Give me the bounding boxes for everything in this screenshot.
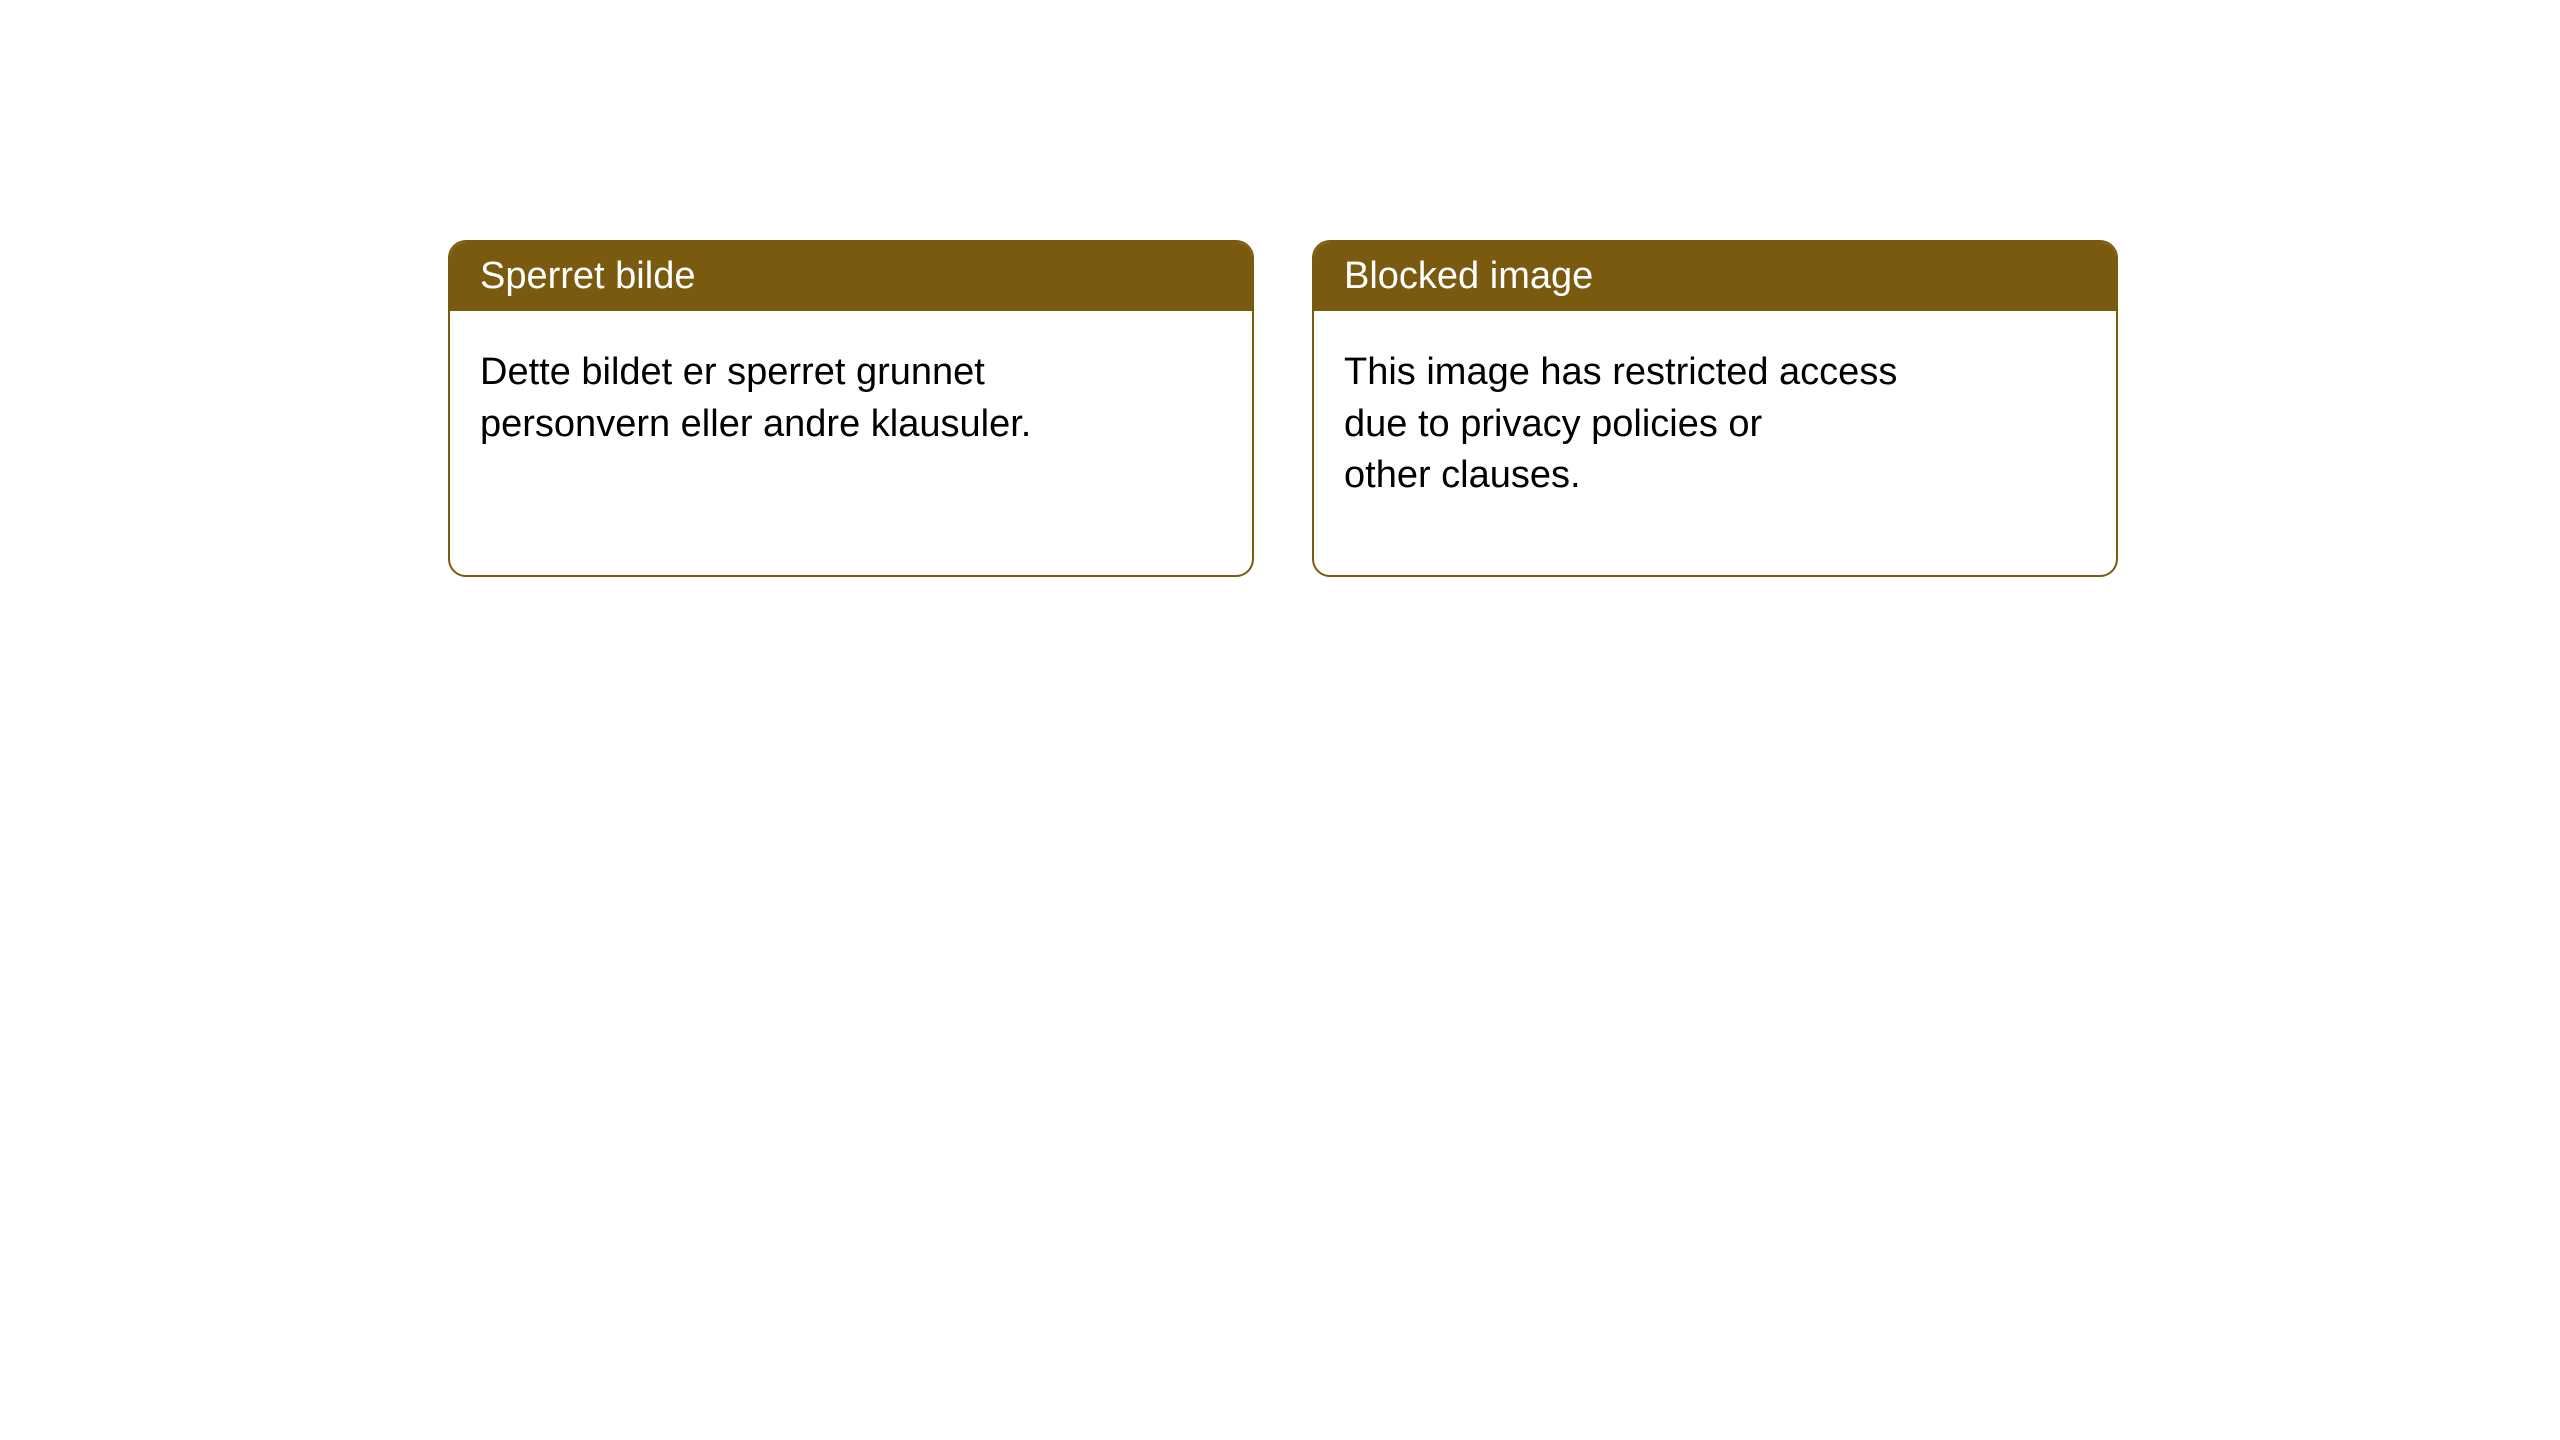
notice-card-body: This image has restricted access due to … [1314,311,2116,537]
notice-card-en: Blocked image This image has restricted … [1312,240,2118,577]
notice-card-no: Sperret bilde Dette bildet er sperret gr… [448,240,1254,577]
notice-card-title: Blocked image [1314,242,2116,311]
notice-card-body: Dette bildet er sperret grunnet personve… [450,311,1252,486]
cards-container: Sperret bilde Dette bildet er sperret gr… [0,0,2560,577]
notice-card-title: Sperret bilde [450,242,1252,311]
